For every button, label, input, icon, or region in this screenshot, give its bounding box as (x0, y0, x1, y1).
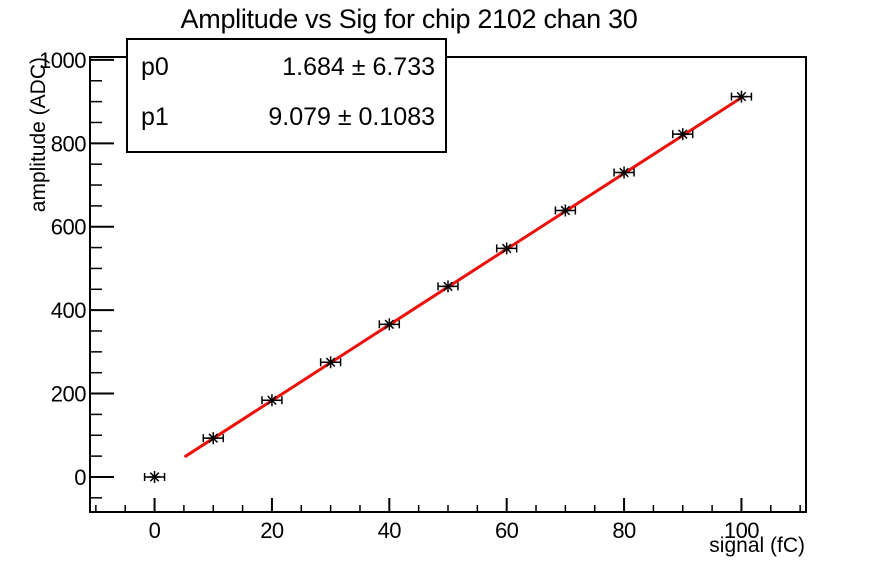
data-point (378, 318, 401, 331)
data-point (554, 204, 577, 217)
x-tick-label: 60 (495, 518, 519, 543)
asterisk-marker (149, 472, 160, 482)
asterisk-marker (736, 91, 747, 102)
x-tick-label: 20 (260, 518, 284, 543)
asterisk-marker (560, 205, 571, 216)
asterisk-marker (501, 243, 512, 254)
stat-param-value: 1.684 ± 6.733 (282, 52, 435, 81)
x-tick-label: 0 (149, 518, 161, 543)
data-point (730, 90, 753, 103)
data-point (202, 432, 224, 445)
plot-title: Amplitude vs Sig for chip 2102 chan 30 (180, 4, 638, 34)
stat-param-name: p1 (141, 103, 169, 132)
y-axis-title: amplitude (ADC) (27, 57, 50, 213)
stat-row-p0: p0 1.684 ± 6.733 (141, 42, 435, 93)
asterisk-marker (443, 281, 453, 292)
stat-param-value: 9.079 ± 0.1083 (268, 103, 435, 132)
data-point (613, 166, 635, 179)
x-tick-label: 40 (378, 518, 402, 543)
asterisk-marker (325, 357, 336, 368)
y-tick-label: 0 (74, 465, 86, 490)
data-point (261, 394, 283, 407)
data-point (143, 470, 166, 483)
y-tick-label: 800 (51, 131, 86, 156)
stat-row-p1: p1 9.079 ± 0.1083 (141, 93, 435, 144)
y-tick-label: 600 (51, 215, 86, 240)
fit-line (184, 96, 743, 458)
data-point (437, 280, 459, 293)
fit-stats-box: p0 1.684 ± 6.733 p1 9.079 ± 0.1083 (126, 38, 447, 153)
x-tick-label: 100 (724, 518, 759, 543)
data-point (495, 242, 518, 255)
asterisk-marker (677, 129, 688, 139)
x-axis-title: signal (fC) (709, 534, 805, 557)
stat-param-name: p0 (141, 52, 169, 81)
y-tick-label: 200 (51, 382, 86, 407)
asterisk-marker (384, 319, 395, 330)
asterisk-marker (267, 395, 277, 406)
y-tick-label: 1000 (39, 48, 86, 73)
asterisk-marker (619, 167, 629, 178)
asterisk-marker (208, 433, 219, 443)
data-point (672, 128, 694, 141)
x-tick-label: 80 (612, 518, 636, 543)
y-tick-label: 400 (51, 298, 86, 323)
data-point (319, 356, 342, 369)
